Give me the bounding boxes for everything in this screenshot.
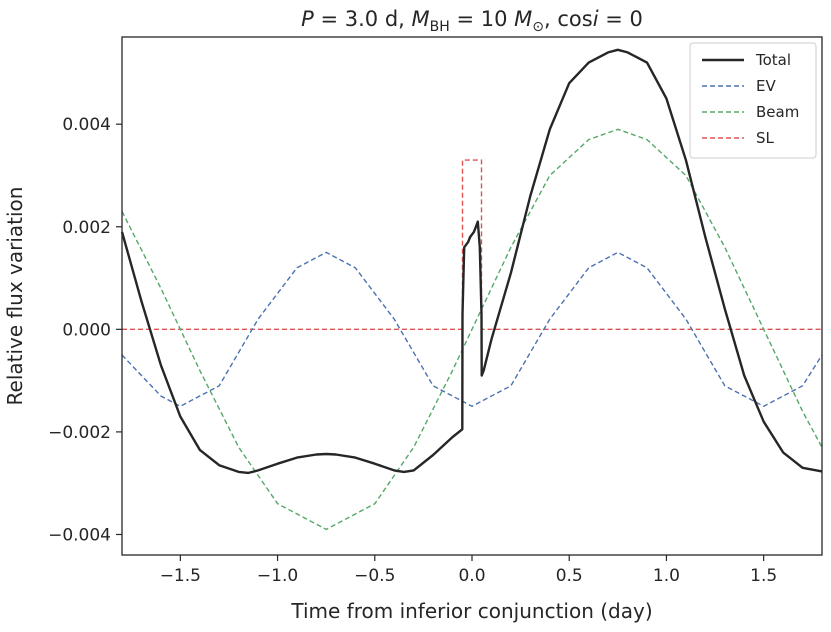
series-line-beam [121,128,823,531]
y-tick-label: 0.002 [62,218,111,238]
legend-box [689,42,817,159]
legend-label-sl: SL [756,129,775,147]
x-tick-label: −0.5 [354,566,395,586]
legend-label-beam: Beam [756,103,799,121]
legend-label-ev: EV [756,77,776,95]
legend-label-total: Total [755,51,791,69]
x-tick-label: 0.5 [556,566,583,586]
y-axis-label: Relative flux variation [3,187,27,406]
chart-title: P = 3.0 d, MBH = 10 M⊙, cosi = 0 [301,7,643,35]
series-line-sl [122,159,822,330]
y-tick-label: −0.002 [48,423,111,443]
series-line-total [120,48,823,475]
y-tick-label: 0.000 [62,320,111,340]
y-tick-label: 0.004 [62,115,111,135]
x-tick-label: 1.5 [750,566,777,586]
legend: Total EV Beam SL [689,42,817,159]
series-line-ev [121,251,823,407]
x-tick-label: 0.0 [458,566,485,586]
x-tick-label: −1.5 [160,566,201,586]
y-tick-label: −0.004 [48,525,111,545]
x-tick-label: 1.0 [653,566,680,586]
x-tick-label: −1.0 [257,566,298,586]
x-axis-label: Time from inferior conjunction (day) [290,599,652,623]
